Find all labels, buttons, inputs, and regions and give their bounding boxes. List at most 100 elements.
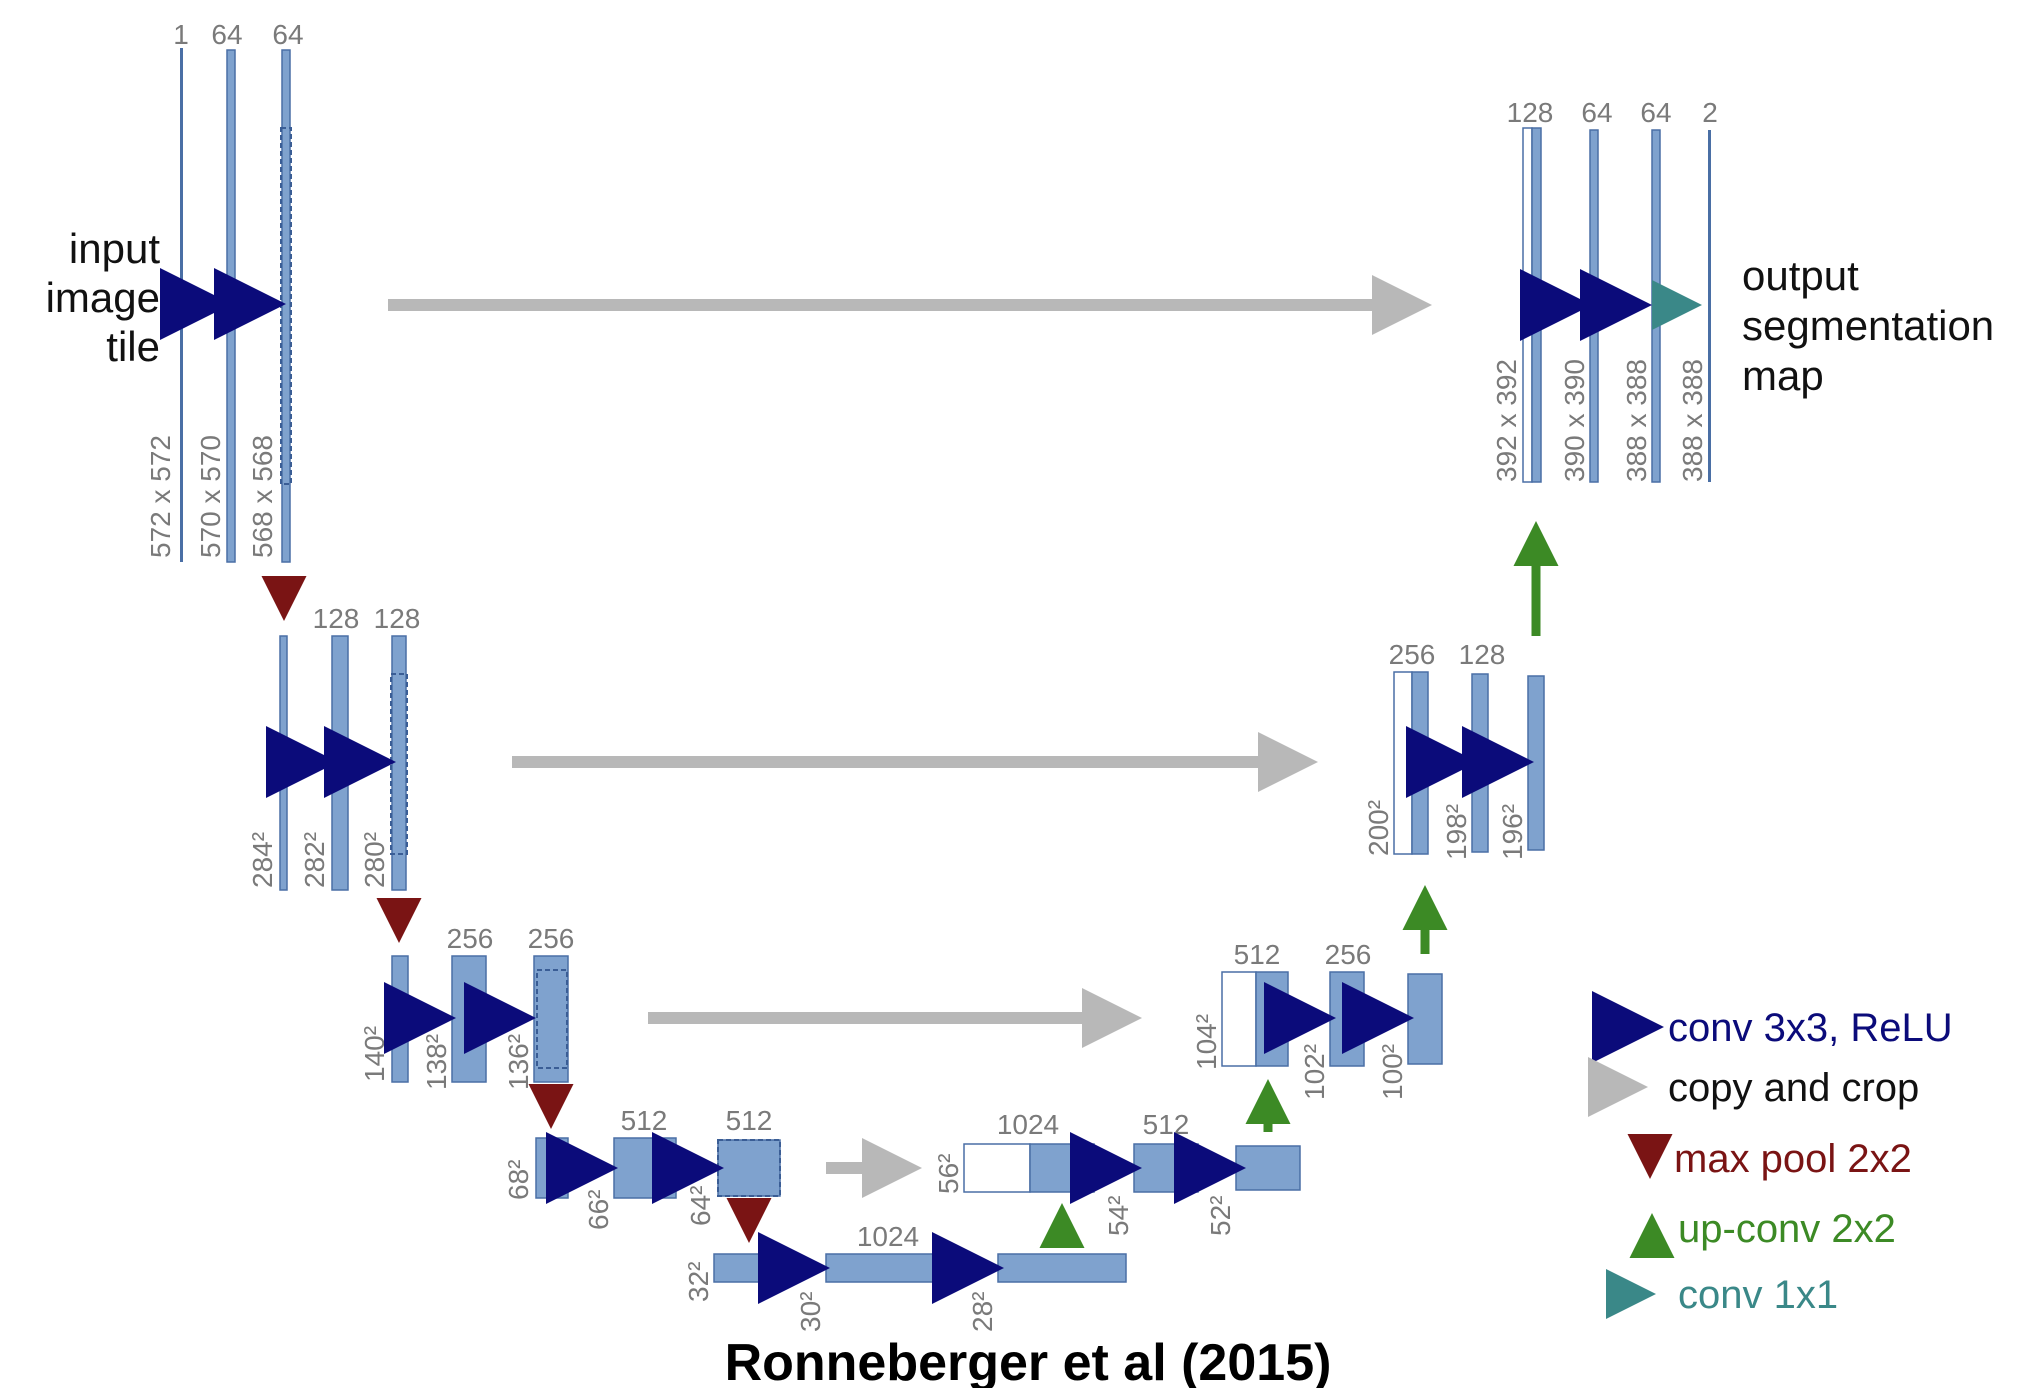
feature-map — [331, 635, 349, 891]
size-label: 64² — [685, 1186, 716, 1226]
channel-label: 64 — [1581, 97, 1612, 128]
size-label: 568 x 568 — [247, 435, 278, 558]
size-label: 392 x 392 — [1491, 359, 1522, 482]
size-label: 390 x 390 — [1559, 359, 1590, 482]
size-label: 68² — [503, 1160, 534, 1200]
feature-map — [613, 1137, 677, 1199]
channel-label: 128 — [374, 603, 421, 634]
size-label: 280² — [359, 832, 390, 888]
size-label: 138² — [421, 1034, 452, 1090]
channel-label: 64 — [1640, 97, 1671, 128]
svg-text:output: output — [1742, 252, 1859, 299]
legend-item-conv1x1: conv 1x1 — [1606, 1269, 1838, 1319]
channel-label: 128 — [1459, 639, 1506, 670]
copied-feature-map — [1221, 971, 1257, 1067]
encoder-level-4: 512 512 68² 66² 64² — [503, 1105, 781, 1243]
size-label: 572 x 572 — [145, 435, 176, 558]
size-label: 56² — [933, 1154, 964, 1194]
size-label: 136² — [503, 1034, 534, 1090]
channel-label: 128 — [1507, 97, 1554, 128]
output-map — [1708, 130, 1711, 482]
channel-label: 2 — [1702, 97, 1718, 128]
feature-map — [1255, 971, 1289, 1067]
feature-map — [279, 635, 288, 891]
size-label: 52² — [1205, 1196, 1236, 1236]
channel-label: 1024 — [857, 1221, 919, 1252]
copied-feature-map — [963, 1143, 1031, 1193]
feature-map — [1235, 1145, 1301, 1191]
size-label: 200² — [1363, 800, 1394, 856]
encoder-level-1: 1 64 64 572 x 572 570 x 570 568 x 568 — [145, 19, 307, 621]
size-label: 66² — [583, 1190, 614, 1230]
channel-label: 64 — [211, 19, 242, 50]
legend-item-pool: max pool 2x2 — [1627, 1134, 1912, 1181]
size-label: 140² — [359, 1026, 390, 1082]
size-label: 54² — [1103, 1196, 1134, 1236]
feature-map — [1329, 971, 1365, 1067]
encoder-level-3: 256 256 140² 138² 136² — [359, 923, 575, 1129]
svg-text:image: image — [46, 274, 160, 321]
feature-map — [1411, 671, 1429, 855]
channel-label: 256 — [1325, 939, 1372, 970]
feature-map — [713, 1253, 779, 1283]
svg-text:map: map — [1742, 352, 1824, 399]
channel-label: 512 — [1234, 939, 1281, 970]
channel-label: 1024 — [997, 1109, 1059, 1140]
size-label: 282² — [299, 832, 330, 888]
feature-map — [997, 1253, 1127, 1283]
size-label: 570 x 570 — [195, 435, 226, 558]
feature-map — [533, 955, 569, 1083]
legend: conv 3x3, ReLU copy and crop max pool 2x… — [1588, 991, 1953, 1319]
feature-map-1ch — [180, 48, 183, 562]
input-image-tile-label: input image tile — [46, 225, 161, 370]
encoder-level-2: 128 128 284² 282² 280² — [247, 603, 422, 943]
decoder-level-4: 1024 512 56² 54² 52² — [933, 1079, 1301, 1236]
channel-label: 128 — [313, 603, 360, 634]
channel-label: 1 — [173, 19, 189, 50]
feature-map-64-b — [281, 49, 291, 563]
crop-region — [390, 673, 408, 855]
feature-map — [451, 955, 487, 1083]
channel-label: 512 — [621, 1105, 668, 1136]
feature-map — [1407, 973, 1443, 1065]
channel-label: 256 — [1389, 639, 1436, 670]
decoder-level-2: 256 128 200² 198² 196² — [1363, 521, 1559, 860]
feature-map — [1029, 1143, 1095, 1193]
size-label: 32² — [683, 1262, 714, 1302]
legend-item-conv: conv 3x3, ReLU — [1592, 991, 1953, 1063]
feature-map — [535, 1137, 569, 1199]
size-label: 388 x 388 — [1621, 359, 1652, 482]
channel-label: 256 — [528, 923, 575, 954]
channel-label: 512 — [726, 1105, 773, 1136]
feature-map — [1651, 129, 1661, 483]
feature-map — [717, 1139, 781, 1197]
legend-label: up-conv 2x2 — [1678, 1207, 1896, 1251]
feature-map — [1471, 673, 1489, 853]
svg-text:segmentation: segmentation — [1742, 302, 1994, 349]
feature-map — [1531, 127, 1542, 483]
size-label: 102² — [1299, 1044, 1330, 1100]
copied-feature-map — [1393, 671, 1413, 855]
size-label: 198² — [1441, 804, 1472, 860]
size-label: 104² — [1191, 1014, 1222, 1070]
feature-map — [391, 955, 409, 1083]
channel-label: 256 — [447, 923, 494, 954]
feature-map — [1527, 675, 1545, 851]
size-label: 284² — [247, 832, 278, 888]
legend-label: conv 3x3, ReLU — [1668, 1006, 1953, 1050]
size-label: 196² — [1497, 804, 1528, 860]
channel-label: 64 — [272, 19, 303, 50]
channel-label: 512 — [1143, 1109, 1190, 1140]
caption: Ronneberger et al (2015) — [725, 1334, 1332, 1388]
feature-map — [825, 1253, 955, 1283]
feature-map — [1133, 1143, 1199, 1193]
svg-text:tile: tile — [106, 323, 160, 370]
feature-map — [1589, 129, 1599, 483]
size-label: 388 x 388 — [1677, 359, 1708, 482]
legend-item-copy: copy and crop — [1588, 1057, 1919, 1117]
decoder-level-3: 512 256 104² 102² 100² — [1191, 885, 1448, 1100]
size-label: 28² — [967, 1292, 998, 1332]
size-label: 30² — [795, 1292, 826, 1332]
output-segmentation-map-label: output segmentation map — [1742, 252, 1994, 399]
